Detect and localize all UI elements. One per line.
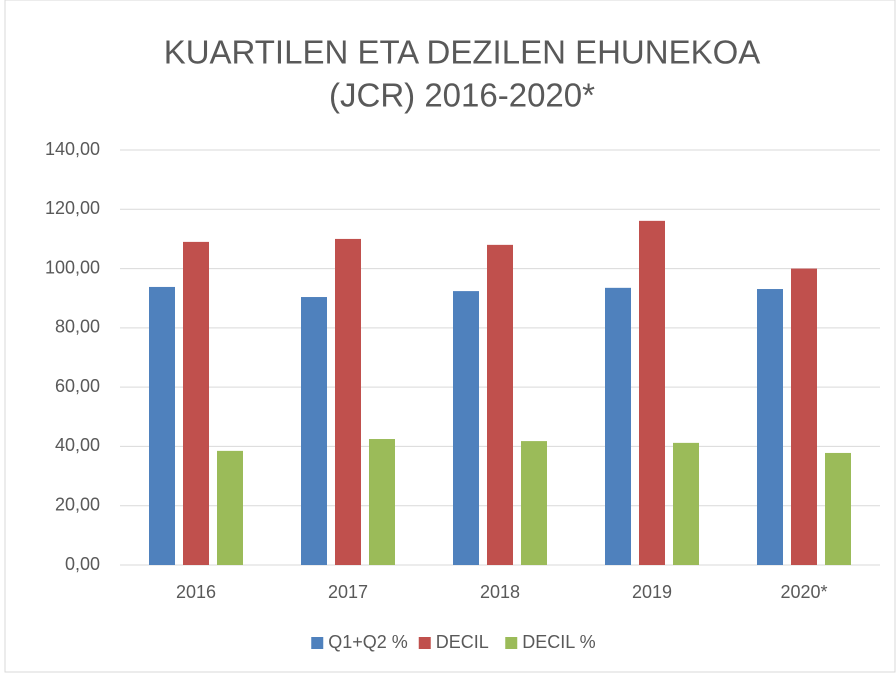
y-tick-label: 140,00: [45, 139, 100, 159]
bar: [673, 442, 699, 565]
legend-label: DECIL: [436, 632, 489, 652]
bar: [487, 244, 513, 565]
legend-label: DECIL %: [522, 632, 595, 652]
bar: [335, 238, 361, 565]
x-tick-label: 2018: [480, 582, 520, 602]
y-tick-label: 40,00: [55, 435, 100, 455]
x-tick-label: 2019: [632, 582, 672, 602]
legend-swatch: [311, 637, 324, 649]
chart-title: (JCR) 2016-2020*: [329, 77, 595, 114]
bar: [301, 297, 327, 565]
bar: [183, 241, 209, 565]
bar: [521, 441, 547, 565]
bar: [825, 452, 851, 565]
bar: [791, 268, 817, 565]
y-tick-label: 80,00: [55, 317, 100, 337]
bar: [149, 286, 175, 565]
x-tick-label: 2017: [328, 582, 368, 602]
y-tick-label: 100,00: [45, 257, 100, 277]
y-tick-label: 0,00: [65, 554, 100, 574]
bar: [605, 287, 631, 565]
x-tick-label: 2016: [176, 582, 216, 602]
bar: [639, 220, 665, 565]
bar: [453, 291, 479, 565]
bar: [757, 289, 783, 565]
y-tick-label: 20,00: [55, 494, 100, 514]
legend-label: Q1+Q2 %: [328, 632, 408, 652]
bar: [217, 450, 243, 565]
y-tick-label: 120,00: [45, 198, 100, 218]
bar: [369, 439, 395, 565]
x-tick-label: 2020*: [780, 582, 827, 602]
chart-title: KUARTILEN ETA DEZILEN EHUNEKOA: [164, 34, 761, 71]
legend-swatch: [505, 637, 518, 649]
legend-swatch: [418, 637, 431, 649]
y-tick-label: 60,00: [55, 376, 100, 396]
